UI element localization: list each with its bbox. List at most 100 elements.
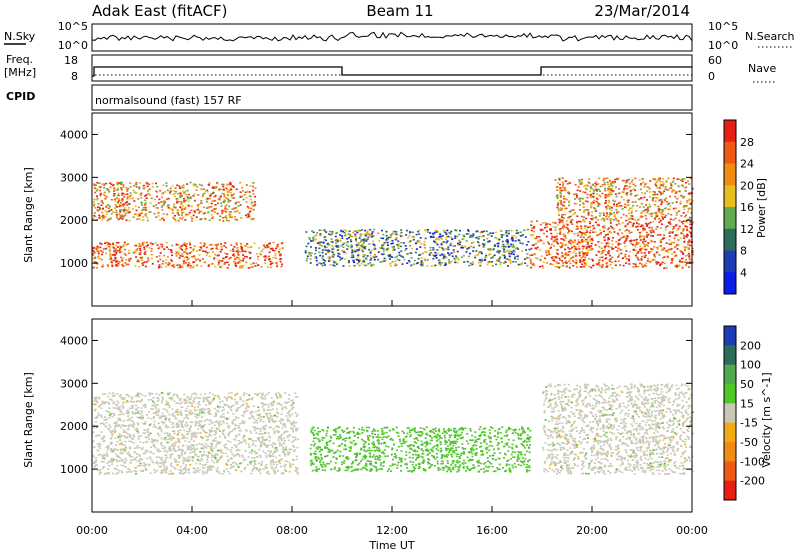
echo-cell <box>397 240 400 243</box>
echo-cell <box>189 413 192 416</box>
echo-cell <box>568 200 571 202</box>
echo-cell <box>595 200 598 203</box>
echo-cell <box>280 444 283 446</box>
echo-cell <box>328 260 330 262</box>
echo-cell <box>242 257 245 260</box>
echo-cell <box>166 434 169 437</box>
echo-cell <box>567 191 569 194</box>
echo-cell <box>596 234 599 237</box>
echo-cell <box>140 196 143 199</box>
echo-cell <box>665 181 668 183</box>
echo-cell <box>112 243 115 245</box>
echo-cell <box>426 259 429 261</box>
echo-cell <box>165 466 168 468</box>
echo-cell <box>328 258 331 261</box>
echo-cell <box>377 258 380 261</box>
echo-cell <box>256 451 259 454</box>
echo-cell <box>164 454 167 457</box>
echo-cell <box>427 229 429 231</box>
echo-cell <box>553 236 556 239</box>
echo-cell <box>599 256 602 259</box>
echo-cell <box>200 409 203 412</box>
echo-cell <box>554 179 557 181</box>
echo-cell <box>172 193 175 195</box>
echo-cell <box>271 249 274 252</box>
echo-cell <box>682 228 685 231</box>
echo-cell <box>248 191 251 193</box>
echo-cell <box>124 262 127 264</box>
echo-cell <box>200 249 203 251</box>
echo-cell <box>521 242 524 245</box>
echo-cell <box>330 244 333 247</box>
echo-cell <box>173 425 176 428</box>
echo-cell <box>539 265 541 268</box>
echo-cell <box>671 191 674 193</box>
echo-cell <box>647 257 650 260</box>
echo-cell <box>442 249 445 251</box>
echo-cell <box>169 470 172 472</box>
echo-cell <box>108 249 111 252</box>
echo-cell <box>135 456 138 458</box>
echo-cell <box>187 257 190 260</box>
echo-cell <box>669 218 672 221</box>
echo-cell <box>117 201 119 204</box>
echo-cell <box>449 236 452 239</box>
echo-cell <box>555 240 558 242</box>
echo-cell <box>478 251 481 254</box>
echo-cell <box>125 425 128 427</box>
echo-cell <box>611 185 614 187</box>
echo-cell <box>284 401 287 404</box>
echo-cell <box>94 256 97 259</box>
echo-cell <box>192 265 195 268</box>
echo-cell <box>167 197 170 200</box>
echo-cell <box>92 266 95 269</box>
echo-cell <box>215 427 218 429</box>
echo-cell <box>191 205 193 208</box>
echo-cell <box>223 444 226 447</box>
echo-cell <box>529 234 532 236</box>
echo-cell <box>187 433 190 436</box>
echo-cell <box>133 244 136 247</box>
echo-cell <box>607 251 610 253</box>
echo-cell <box>677 210 680 213</box>
echo-cell <box>575 261 578 264</box>
echo-cell <box>558 228 561 231</box>
echo-cell <box>565 207 568 210</box>
echo-cell <box>409 244 412 247</box>
echo-cell <box>185 214 188 217</box>
echo-cell <box>630 214 633 217</box>
echo-cell <box>527 241 530 243</box>
echo-cell <box>653 212 655 215</box>
echo-cell <box>606 195 609 198</box>
echo-cell <box>488 240 491 243</box>
echo-cell <box>213 211 216 213</box>
echo-cell <box>119 448 122 451</box>
echo-cell <box>355 238 357 241</box>
echo-cell <box>184 244 186 246</box>
echo-cell <box>135 244 138 247</box>
echo-cell <box>206 197 209 200</box>
echo-cell <box>238 430 241 432</box>
echo-cell <box>188 412 191 414</box>
echo-cell <box>670 213 673 216</box>
echo-cell <box>140 192 143 195</box>
echo-cell <box>94 464 97 467</box>
echo-cell <box>171 260 173 262</box>
echo-cell <box>604 193 607 196</box>
echo-cell <box>587 236 590 239</box>
echo-cell <box>126 189 129 191</box>
echo-cell <box>223 429 226 431</box>
echo-cell <box>295 430 298 432</box>
echo-cell <box>404 244 407 247</box>
echo-cell <box>227 411 229 414</box>
echo-cell <box>122 210 125 213</box>
echo-cell <box>144 213 147 216</box>
echo-cell <box>573 202 576 205</box>
echo-cell <box>646 208 649 210</box>
echo-cell <box>454 229 457 231</box>
echo-cell <box>585 246 588 249</box>
echo-cell <box>443 229 445 232</box>
echo-cell <box>662 183 665 185</box>
echo-cell <box>573 232 576 235</box>
echo-cell <box>594 231 597 233</box>
